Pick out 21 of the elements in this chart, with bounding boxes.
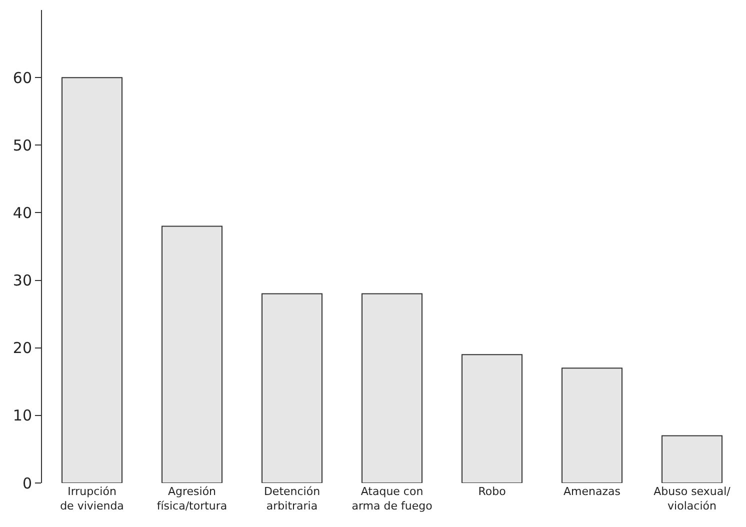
bar xyxy=(562,368,622,483)
y-tick-label: 50 xyxy=(12,136,32,154)
bar xyxy=(362,293,422,483)
x-tick-label: Ataque con arma de fuego xyxy=(352,485,433,512)
y-tick-label: 20 xyxy=(12,339,32,358)
bar xyxy=(662,435,722,483)
bar xyxy=(162,226,222,483)
x-tick-label: Amenazas xyxy=(564,485,621,498)
bar xyxy=(62,77,122,483)
y-tick-label: 60 xyxy=(12,68,32,87)
bar xyxy=(262,293,322,483)
y-tick-label: 40 xyxy=(12,204,32,222)
x-tick-label: Robo xyxy=(478,485,506,498)
x-tick-label: Irrupción de vivienda xyxy=(60,485,124,512)
y-tick-label: 30 xyxy=(12,272,32,290)
bar xyxy=(462,354,522,483)
x-tick-label: Detención arbitraria xyxy=(264,485,320,512)
y-tick-label: 0 xyxy=(22,474,32,492)
y-tick-label: 10 xyxy=(12,406,32,425)
x-tick-label: Abuso sexual/ violación xyxy=(654,485,731,512)
x-tick-label: Agresión física/tortura xyxy=(156,485,228,512)
